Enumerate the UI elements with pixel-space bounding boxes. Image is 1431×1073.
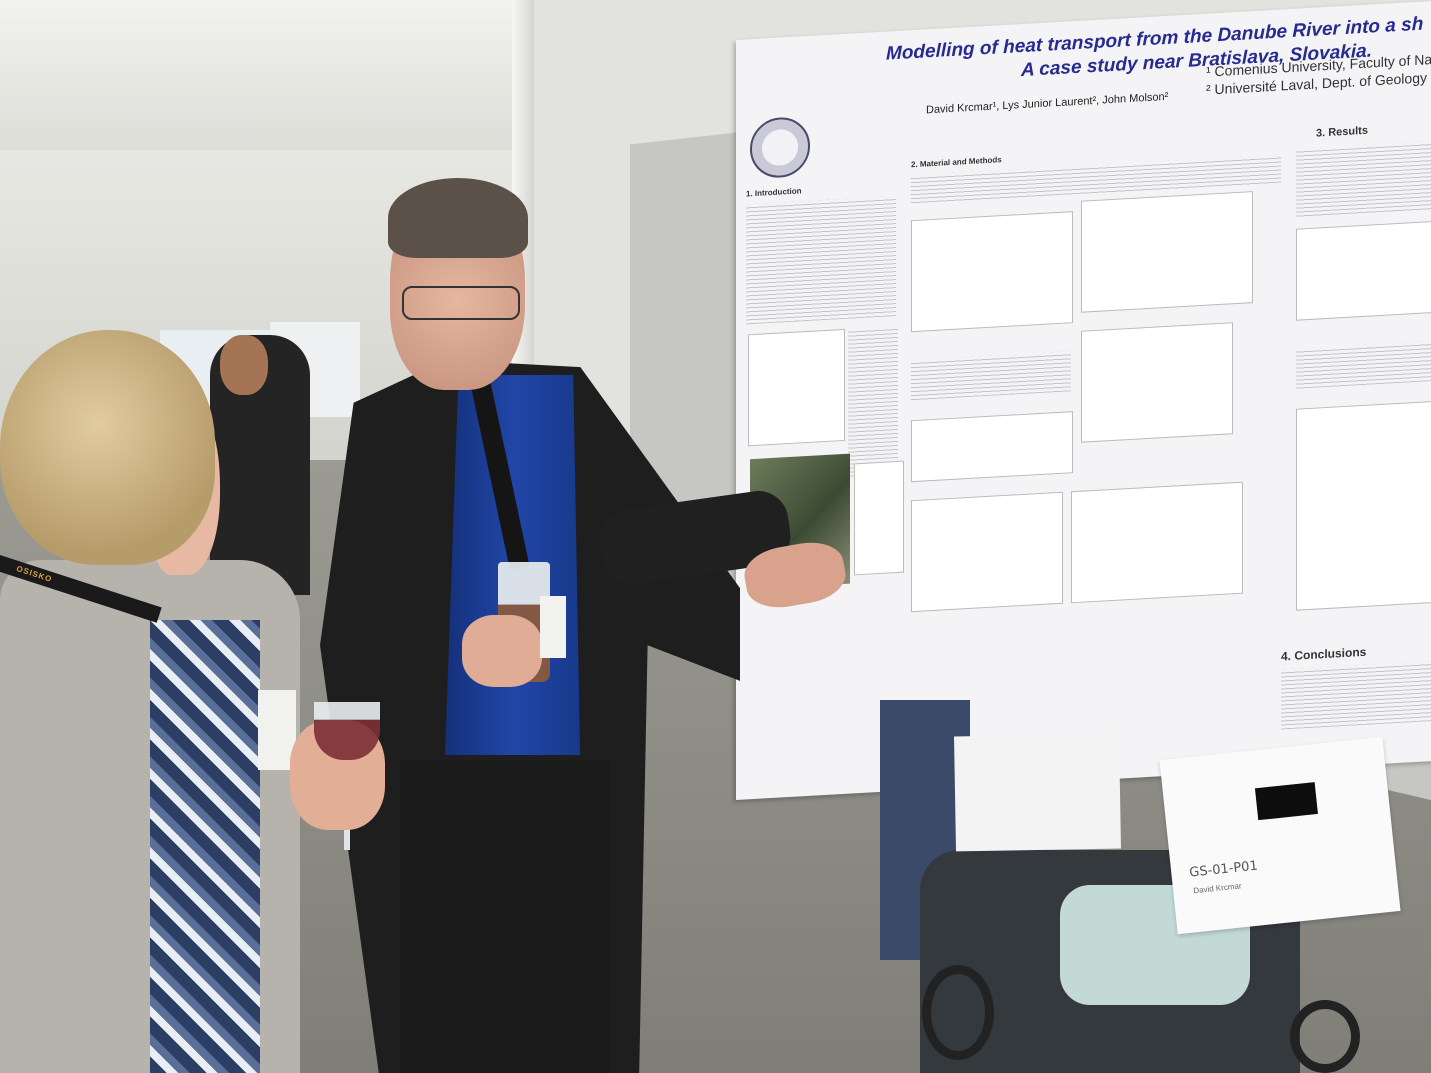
- wine-glass: [314, 702, 380, 760]
- intro-text-block: [746, 196, 896, 325]
- figure-caption-text: [848, 325, 898, 479]
- figure-simulated-temperatures: [1296, 400, 1431, 611]
- stroller-wheel: [1290, 1000, 1360, 1073]
- blank-sign: [954, 733, 1121, 852]
- visitor-patterned-top: [150, 620, 260, 1073]
- poster-id-sign: GS-01-P01 David Krcmar: [1159, 736, 1401, 935]
- name-badge: [540, 596, 566, 658]
- university-seal-logo: [750, 115, 810, 180]
- results-text-block: [1296, 140, 1431, 219]
- table-sine-parameters: [911, 411, 1073, 483]
- results-text-block: [1296, 340, 1431, 389]
- section-heading-results: 3. Results: [1316, 124, 1368, 140]
- conclusions-text-block: [1281, 661, 1431, 730]
- figure-sine-functions: [911, 491, 1063, 613]
- visitor-hair: [0, 330, 215, 565]
- figure-conceptual-model: [748, 328, 845, 447]
- name-badge: [258, 690, 296, 770]
- section-heading-introduction: 1. Introduction: [746, 186, 802, 199]
- figure-legend: [854, 460, 904, 576]
- background-visitor-head: [220, 335, 268, 395]
- poster-code: GS-01-P01: [1188, 858, 1259, 881]
- presenter-hand: [462, 615, 542, 687]
- figure-water-levels: [911, 211, 1073, 333]
- presenter-name: David Krcmar: [1192, 881, 1242, 896]
- presenter-trousers: [400, 760, 610, 1073]
- stroller-wheel: [922, 965, 994, 1060]
- eyeglasses: [402, 286, 520, 320]
- figure-boundary-conditions: [1296, 220, 1431, 321]
- black-tape: [1254, 782, 1318, 821]
- figure-regression: [1071, 481, 1243, 604]
- poster-authors: David Krcmar¹, Lys Junior Laurent², John…: [926, 90, 1169, 117]
- section-heading-conclusions: 4. Conclusions: [1281, 644, 1367, 664]
- scientific-poster: Modelling of heat transport from the Dan…: [736, 0, 1431, 800]
- figure-observed-temperatures: [1081, 191, 1253, 313]
- presenter-hair: [388, 178, 528, 258]
- figure-fitted-signals: [1081, 322, 1233, 443]
- section-heading-methods: 2. Material and Methods: [911, 155, 1002, 170]
- methods-text-block: [911, 351, 1071, 401]
